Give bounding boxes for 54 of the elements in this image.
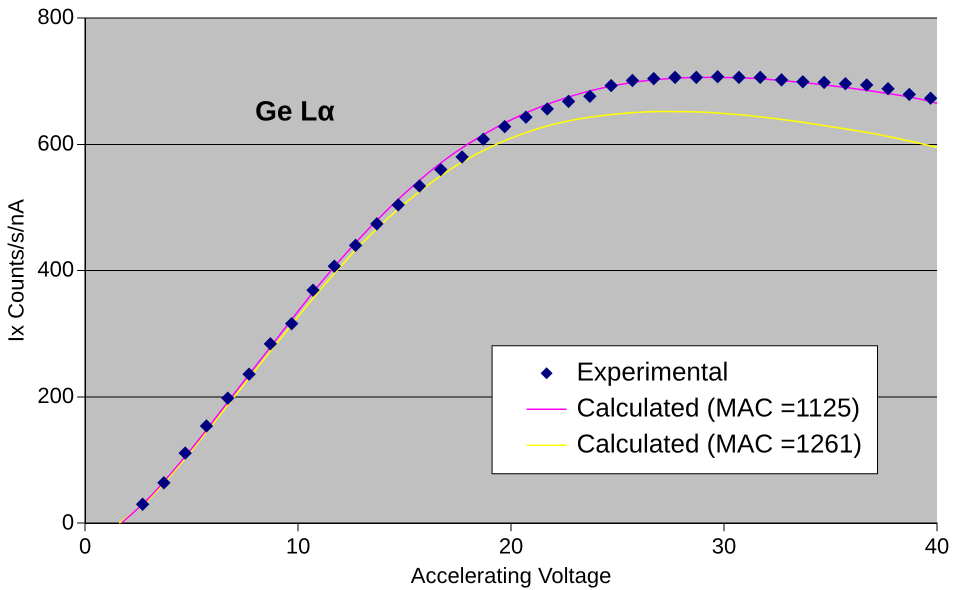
point <box>796 75 810 88</box>
point <box>221 392 234 405</box>
point <box>178 446 192 460</box>
point <box>157 476 170 490</box>
y-tick-label: 200 <box>37 382 74 408</box>
point <box>540 102 554 116</box>
y-axis-title: Ix Counts/s/nA <box>3 198 28 342</box>
point <box>902 88 916 101</box>
point <box>264 337 277 350</box>
point <box>732 70 746 84</box>
legend-label: Calculated (MAC =1125) <box>576 392 860 422</box>
y-tick-label: 800 <box>37 4 74 30</box>
point <box>604 79 618 92</box>
point <box>754 70 767 84</box>
x-tick-label: 30 <box>712 533 736 558</box>
x-tick-label: 40 <box>924 533 950 558</box>
point <box>434 163 448 176</box>
point <box>349 238 362 252</box>
legend-label: Calculated (MAC =1261) <box>576 428 862 458</box>
point <box>711 70 724 84</box>
point <box>242 368 256 381</box>
point <box>328 260 341 273</box>
point <box>583 90 596 103</box>
x-tick-label: 0 <box>78 533 92 558</box>
x-tick-label: 10 <box>286 533 310 558</box>
point <box>690 70 703 84</box>
annotation: Ge Lα <box>255 96 335 127</box>
y-tick-label: 0 <box>62 509 74 534</box>
point <box>456 150 469 164</box>
point <box>838 77 852 90</box>
x-tick-label: 20 <box>498 533 524 558</box>
point <box>392 198 405 212</box>
point <box>285 317 298 330</box>
point <box>519 110 532 124</box>
x-axis-title: Accelerating Voltage <box>410 562 612 588</box>
point <box>200 419 213 432</box>
point <box>668 70 682 84</box>
point <box>498 120 512 134</box>
point <box>626 74 639 88</box>
point <box>775 73 788 86</box>
point <box>476 132 490 146</box>
y-tick-label: 600 <box>37 130 74 156</box>
point <box>562 94 576 108</box>
legend-label: Experimental <box>576 356 728 386</box>
point <box>882 82 895 96</box>
point <box>412 179 426 192</box>
point <box>860 78 874 92</box>
point <box>818 76 831 89</box>
point <box>370 217 384 230</box>
y-tick-label: 400 <box>37 256 74 282</box>
point <box>924 92 938 105</box>
point <box>647 72 660 86</box>
point <box>136 498 150 511</box>
point <box>306 284 320 297</box>
